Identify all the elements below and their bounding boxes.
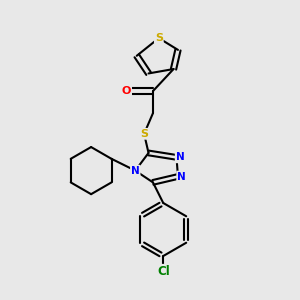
Text: Cl: Cl	[157, 265, 169, 278]
Text: S: S	[155, 33, 163, 43]
Text: N: N	[131, 166, 140, 176]
Text: O: O	[122, 86, 131, 96]
Text: N: N	[176, 152, 184, 162]
Text: N: N	[177, 172, 186, 182]
Text: S: S	[140, 129, 148, 139]
